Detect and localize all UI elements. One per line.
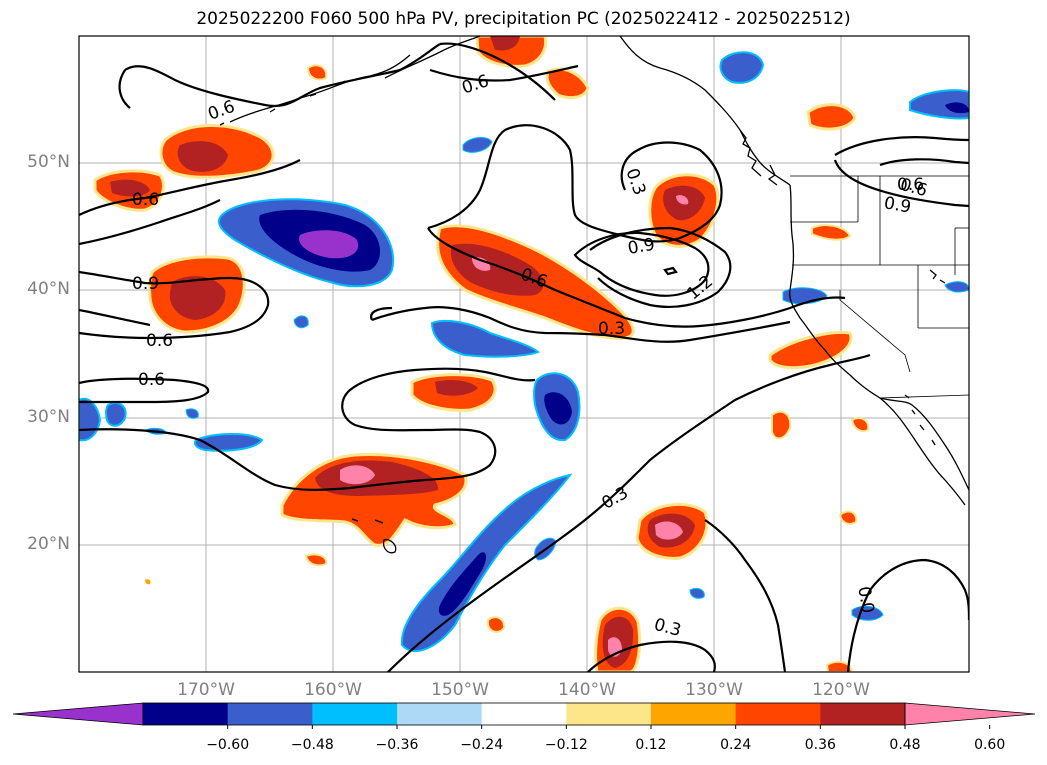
colorbar-segment [735,703,821,725]
contour-label: 0.9 [626,235,656,259]
contour-label: 0.6 [132,190,159,210]
contour-label: 0.6 [897,175,924,195]
contour-label: 0.6 [138,370,165,390]
pv-contour-0.9-west [79,270,270,340]
lat-label-30n: 30°N [27,407,70,427]
colorbar-segment [312,703,398,725]
lon-label-170w: 170°W [177,680,235,700]
lat-label-40n: 40°N [27,279,70,299]
positive-shading [93,36,870,672]
blue-blob-central [430,319,540,358]
british-columbia-coast [739,129,778,186]
colorbar-tick-label: 0.60 [974,737,1006,753]
svg-text:0.0: 0.0 [853,585,877,615]
colorbar-tick-label: −0.60 [206,737,250,753]
colorbar-tick-label: 0.36 [804,737,836,753]
colorbar-tick-label: −0.48 [290,737,334,753]
pv-contour-0.3-middle-loop [79,367,536,491]
lon-label-150w: 150°W [431,680,489,700]
contour-label: 0.6 [146,331,173,351]
contour-label: 0.9 [882,193,912,217]
pv-contour-0.3-southeast [387,353,871,672]
colorbar-segment [397,703,483,725]
lon-label-130w: 130°W [685,680,743,700]
colorbar-segment [481,703,567,725]
contour-label: 0.0 [853,585,877,615]
map-frame [78,35,970,673]
colorbar [12,702,1036,729]
svg-text:0.6: 0.6 [146,331,173,351]
svg-text:0.9: 0.9 [882,193,912,217]
lat-label-50n: 50°N [27,152,70,172]
svg-text:0.6: 0.6 [132,190,159,210]
colorbar-tick-label: 0.48 [889,737,921,753]
aleutian-islands [219,54,411,126]
pv-contour-0.6-northeast [833,136,969,208]
contour-label: 0.9 [132,274,159,294]
svg-text:0.9: 0.9 [132,274,159,294]
colorbar-extend-min [12,702,144,726]
svg-text:0.3: 0.3 [598,319,625,339]
colorbar-tick-label: 0.12 [635,737,667,753]
pv-contour-1.2-central [589,226,732,308]
pv-contour-0.9-central [573,231,710,297]
baja-california [879,397,966,506]
pv-contour-0.6-northwest [79,159,301,246]
pv-contour-0.6-central-band [427,227,846,328]
svg-text:0.6: 0.6 [897,175,924,195]
lon-label-120w: 120°W [812,680,870,700]
colorbar-segment [143,703,229,725]
colorbar-tick-label: −0.12 [544,737,588,753]
figure-title: 2025022200 F060 500 hPa PV, precipitatio… [196,9,851,29]
hawaiian-islands [351,518,397,554]
pv-contour-0.0-south [846,558,969,672]
pv-contours [79,42,969,672]
colorbar-frame [142,702,906,726]
lat-label-20n: 20°N [27,534,70,554]
pv-contour-0.6-west2 [79,308,151,327]
colorbar-segment [227,703,313,725]
colorbar-extend-max [904,702,1036,726]
colorbar-tick-label: −0.36 [375,737,419,753]
colorbar-tick-label: 0.24 [720,737,752,753]
negative-shading [79,51,969,652]
colorbar-segment [651,703,737,725]
lon-label-140w: 140°W [558,680,616,700]
svg-text:0.6: 0.6 [138,370,165,390]
lon-label-160w: 160°W [304,680,362,700]
pv-contour-0.6-subtropical [79,377,210,404]
pv-contour-0.3-subtropical [371,306,791,343]
colorbar-tick-label: −0.24 [460,737,504,753]
colorbar-segment [566,703,652,725]
colorbar-segment [820,703,906,725]
svg-text:0.9: 0.9 [626,235,656,259]
pv-contour-0.6-north [118,43,441,109]
contour-label: 0.3 [598,319,625,339]
blue-blob-alaska [719,51,765,84]
map-panel: 0.6 0.6 0.6 0.9 0.6 0.6 0.6 0.3 0.9 1.2 … [78,35,970,673]
